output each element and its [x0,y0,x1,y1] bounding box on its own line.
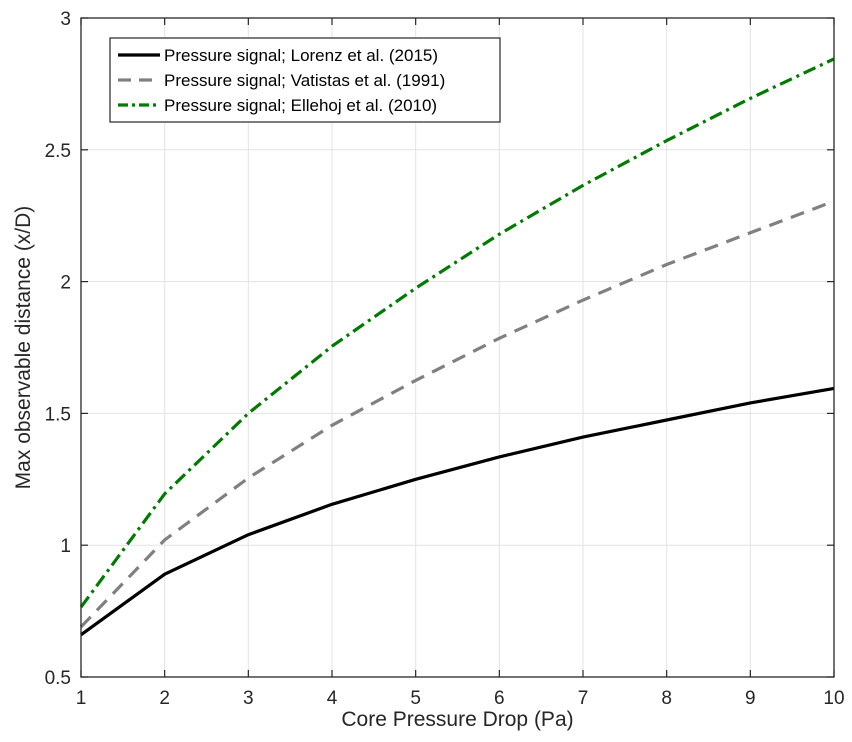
y-tick-label: 0.5 [45,668,71,689]
legend-entry: Pressure signal; Ellehoj et al. (2010) [164,96,437,115]
legend-entry: Pressure signal; Vatistas et al. (1991) [164,71,445,90]
plot-area-frame [80,17,835,678]
x-tick-label: 10 [823,688,844,709]
legend-entry: Pressure signal; Lorenz et al. (2015) [164,46,438,65]
series-line-3 [79,57,835,609]
y-tick-label: 3 [60,9,71,30]
legend-box [109,37,501,123]
axis-ticks [80,17,835,678]
x-tick-labels: 1 2 3 4 5 6 7 8 9 10 [76,688,845,709]
y-tick-label: 2.5 [45,141,71,162]
x-tick-label: 4 [327,688,338,709]
y-axis-label: Max observable distance (x/D) [12,206,35,490]
x-tick-label: 3 [243,688,254,709]
x-tick-label: 7 [578,688,589,709]
x-tick-label: 9 [745,688,756,709]
series-lines [79,57,835,637]
x-tick-label: 2 [159,688,170,709]
x-tick-label: 5 [410,688,421,709]
x-axis-label: Core Pressure Drop (Pa) [341,708,573,731]
grid [81,18,834,677]
series-line-2 [79,199,835,629]
x-tick-label: 1 [76,688,87,709]
y-tick-label: 1.5 [45,404,71,425]
legend: Pressure signal; Lorenz et al. (2015) Pre… [109,37,501,123]
x-tick-label: 6 [494,688,505,709]
y-tick-label: 1 [60,536,71,557]
y-tick-labels: 0.5 1 1.5 2 2.5 3 [45,9,71,689]
series-line-1 [80,386,835,637]
y-tick-label: 2 [60,273,71,294]
x-tick-label: 8 [661,688,672,709]
